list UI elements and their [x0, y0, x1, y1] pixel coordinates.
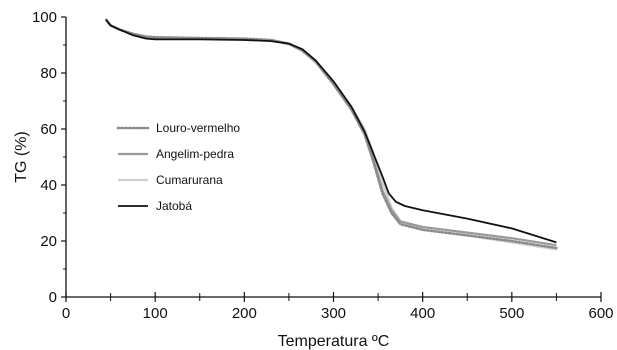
x-tick-label: 300	[321, 305, 346, 322]
x-axis-title: Temperatura ºC	[278, 333, 390, 350]
plot-lines	[104, 18, 558, 251]
y-axis-title: TG (%)	[13, 131, 30, 183]
y-tick-label: 20	[40, 233, 57, 250]
y-tick-label: 60	[40, 121, 57, 138]
series-line-3	[105, 19, 557, 244]
y-tick-label: 40	[40, 177, 57, 194]
x-tick-label: 500	[499, 305, 524, 322]
legend-label: Jatobá	[156, 199, 192, 213]
y-tick-label: 0	[49, 289, 57, 306]
x-tick-label: 600	[588, 305, 613, 322]
legend: Louro-vermelho Angelim-pedra Cumarurana Jat…	[116, 121, 240, 213]
y-tick-label: 100	[32, 9, 57, 26]
x-tick-label: 400	[410, 305, 435, 322]
y-tick-label: 80	[40, 65, 57, 82]
x-tick-label: 200	[232, 305, 257, 322]
legend-label: Louro-vermelho	[156, 121, 240, 135]
series-line-0	[104, 18, 558, 250]
x-tick-label: 100	[143, 305, 168, 322]
x-tick-label: 0	[62, 305, 70, 322]
axes: 0 20 40 60 80 100 0 100 200 300 400 500 600	[32, 9, 614, 322]
legend-label: Angelim-pedra	[156, 147, 234, 161]
legend-label: Cumarurana	[156, 173, 223, 187]
